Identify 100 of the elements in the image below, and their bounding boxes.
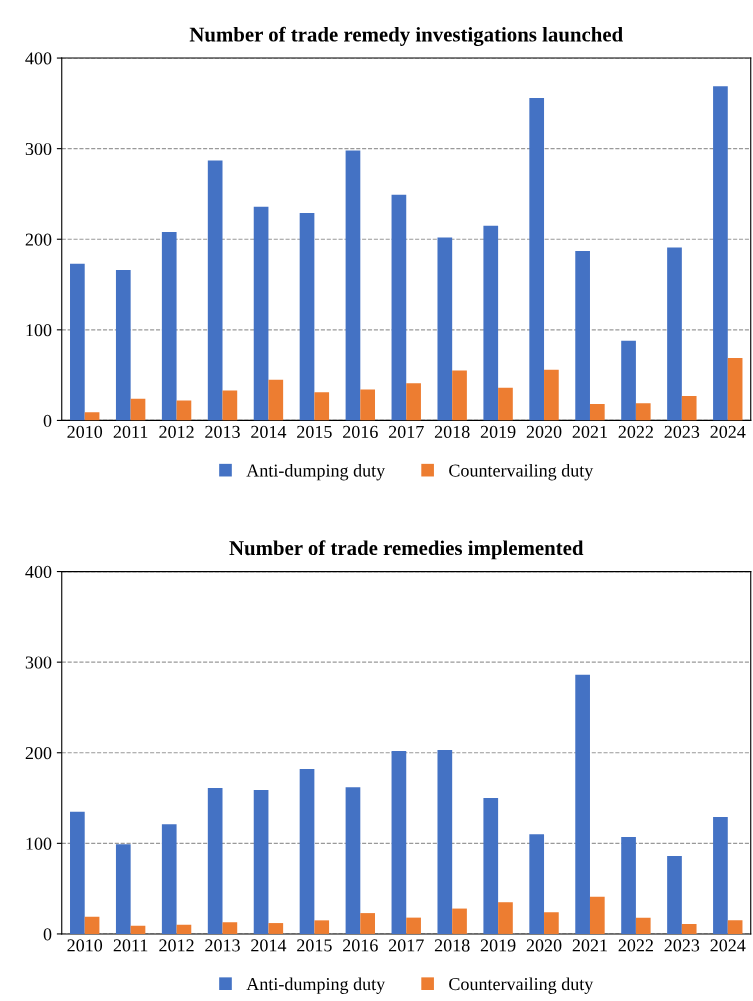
bar (667, 856, 682, 934)
legend-label: Countervailing duty (449, 463, 594, 481)
bar (621, 340, 636, 421)
bar (268, 923, 284, 934)
bar (161, 231, 177, 421)
x-tick-label: 2015 (297, 425, 332, 438)
y-tick-label: 100 (26, 324, 52, 337)
bar (253, 789, 269, 934)
x-tick-label: 2020 (526, 425, 562, 438)
x-tick-label: 2020 (526, 939, 562, 952)
x-tick-label: 2013 (205, 939, 240, 952)
x-tick-label: 2012 (159, 939, 194, 952)
bar (452, 370, 467, 421)
bar (360, 389, 376, 421)
y-tick-label: 0 (43, 414, 52, 427)
bar (437, 750, 453, 934)
legend-label: Countervailing duty (449, 977, 594, 994)
bar (115, 270, 131, 421)
x-tick-label: 2016 (343, 425, 378, 438)
bar (391, 194, 407, 421)
x-tick-label: 2017 (388, 939, 424, 952)
bar (621, 837, 636, 934)
bar (176, 924, 192, 934)
bar (84, 916, 100, 934)
bar (176, 400, 192, 421)
x-tick-label: 2017 (388, 425, 424, 438)
bar (635, 917, 651, 934)
bar (345, 150, 361, 421)
bar (406, 917, 421, 934)
x-tick-label: 2019 (480, 939, 516, 952)
bar (544, 912, 559, 934)
legend-label: Anti-dumping duty (246, 977, 386, 994)
y-tick-label: 400 (25, 52, 52, 65)
bar (713, 817, 728, 934)
y-tick-label: 300 (25, 656, 52, 669)
y-tick-label: 0 (43, 928, 52, 941)
x-tick-label: 2015 (297, 939, 332, 952)
x-tick-label: 2024 (710, 425, 746, 438)
x-tick-label: 2014 (251, 425, 287, 438)
bar (130, 398, 146, 421)
x-tick-label: 2021 (572, 939, 607, 952)
bar (589, 404, 605, 421)
x-tick-label: 2023 (664, 939, 700, 952)
chart-title: Number of trade remedy investigations launched (189, 26, 623, 46)
bar (345, 787, 361, 934)
x-tick-label: 2018 (434, 939, 470, 952)
x-tick-label: 2013 (205, 425, 240, 438)
bar (575, 674, 590, 934)
bar (207, 788, 223, 934)
bar (130, 925, 146, 934)
bar (391, 750, 407, 934)
x-tick-label: 2011 (113, 425, 148, 438)
bar (222, 922, 238, 934)
x-tick-label: 2010 (67, 939, 103, 952)
bar (529, 97, 545, 421)
bar (575, 251, 590, 421)
bar (529, 834, 545, 934)
bar (727, 920, 743, 934)
bar (483, 798, 499, 934)
x-tick-label: 2010 (67, 425, 103, 438)
bar (544, 369, 559, 421)
bar (681, 923, 697, 934)
x-tick-label: 2012 (159, 425, 194, 438)
bar (207, 160, 223, 421)
bar (713, 86, 728, 421)
y-tick-label: 400 (25, 565, 52, 579)
y-tick-label: 200 (25, 233, 52, 246)
bar (84, 412, 100, 421)
bar (483, 225, 499, 421)
x-tick-label: 2018 (434, 425, 470, 438)
y-tick-label: 100 (26, 837, 52, 850)
chart-title: Number of trade remedies implemented (229, 540, 584, 560)
bar (360, 913, 376, 934)
y-tick-label: 300 (25, 142, 52, 156)
x-tick-label: 2023 (664, 425, 700, 438)
bar (268, 379, 284, 421)
x-tick-label: 2014 (251, 939, 287, 952)
bar (406, 383, 421, 421)
x-tick-label: 2019 (480, 425, 516, 438)
bar (452, 908, 467, 934)
bar (437, 237, 453, 421)
bar (222, 390, 238, 421)
y-tick-label: 200 (25, 747, 52, 760)
bar (667, 247, 682, 421)
bar (727, 357, 743, 421)
bar (70, 811, 85, 934)
x-tick-label: 2016 (343, 939, 378, 952)
bar (70, 263, 85, 421)
bar (299, 212, 315, 421)
bar (161, 824, 177, 934)
x-tick-label: 2024 (710, 939, 746, 952)
bar (635, 403, 651, 421)
bar (681, 395, 697, 421)
bar (498, 902, 513, 934)
legend-label: Anti-dumping duty (246, 463, 386, 481)
bar (498, 387, 513, 421)
bar (314, 392, 330, 421)
x-tick-label: 2022 (618, 425, 653, 438)
x-tick-label: 2021 (572, 425, 607, 438)
bar (589, 896, 605, 934)
